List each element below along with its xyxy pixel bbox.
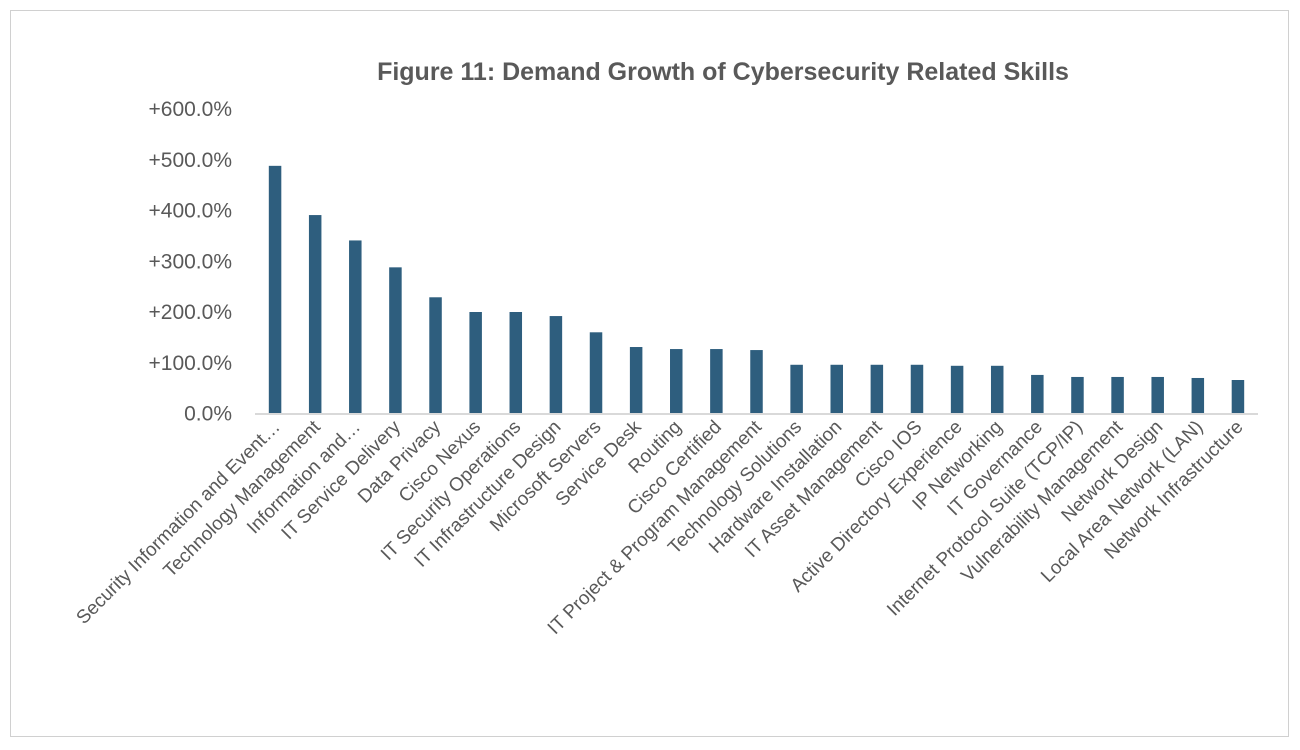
bar [1071, 376, 1084, 414]
y-tick-label: +300.0% [149, 250, 233, 273]
bar [1231, 380, 1245, 414]
bar [710, 349, 723, 414]
bar [509, 312, 523, 414]
bar [549, 316, 563, 414]
bar [830, 364, 843, 414]
bar [589, 332, 603, 414]
y-tick-label: 0.0% [184, 403, 232, 426]
bar [790, 364, 803, 414]
bar [629, 347, 643, 414]
bar [1191, 377, 1205, 414]
y-tick-label: +600.0% [149, 98, 233, 121]
bar [349, 240, 362, 414]
bar [469, 312, 482, 414]
bar [990, 365, 1004, 414]
x-axis-labels: Security Information and Event…Technolog… [73, 416, 1248, 639]
y-tick-label: +100.0% [149, 352, 233, 375]
bar [389, 267, 402, 414]
bar [268, 165, 282, 414]
bar [950, 365, 964, 414]
bar [429, 297, 442, 414]
bar [1151, 376, 1164, 414]
y-tick-label: +500.0% [149, 149, 233, 172]
bar [670, 349, 683, 414]
bar [308, 215, 322, 414]
y-tick-label: +400.0% [149, 200, 233, 223]
bar [870, 364, 884, 414]
bar [1111, 376, 1124, 414]
bar [1031, 374, 1044, 414]
chart-frame [10, 10, 1289, 737]
y-tick-label: +200.0% [149, 301, 233, 324]
bars [268, 165, 1245, 414]
chart-title: Figure 11: Demand Growth of Cybersecurit… [377, 58, 1069, 86]
bar [750, 350, 763, 414]
y-axis: 0.0% +100.0% +200.0% +300.0% +400.0% +500.0% +… [149, 98, 233, 426]
x-tick-label: Technology Management [160, 416, 325, 581]
bar [910, 364, 924, 414]
